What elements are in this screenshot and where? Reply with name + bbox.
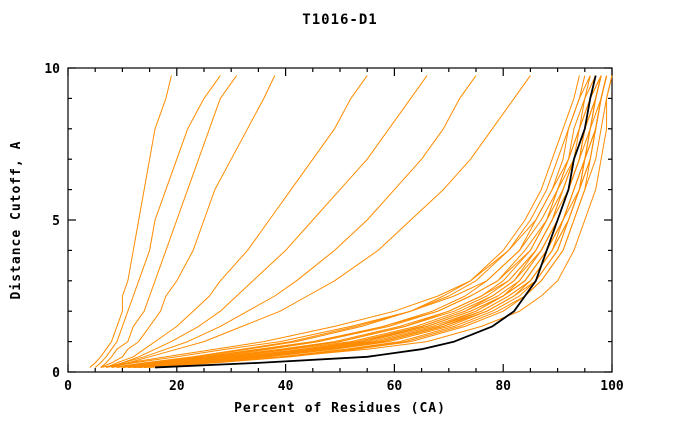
series-line-model-08 <box>111 75 531 368</box>
series-line-model-24 <box>149 75 608 368</box>
series-line-model-31 <box>133 75 613 368</box>
axis-tick-labels: 0 20 40 60 80 100 0 5 10 <box>44 62 624 394</box>
series-line-model-22 <box>138 75 608 368</box>
series-line-model-05 <box>105 75 368 368</box>
series-line-model-10 <box>122 75 586 368</box>
axis-ticks <box>67 67 613 373</box>
y-tick-label: 5 <box>52 214 60 229</box>
series-line-model-27 <box>111 75 602 368</box>
series-line-model-20 <box>122 75 602 368</box>
series-line-model-33 <box>138 75 608 368</box>
series-lines <box>89 75 613 369</box>
series-line-model-06 <box>111 75 428 368</box>
series-line-model-09 <box>116 75 580 368</box>
x-tick-label: 100 <box>600 379 624 394</box>
series-line-model-07 <box>105 75 477 368</box>
series-line-model-13 <box>111 75 591 368</box>
x-tick-label: 40 <box>278 379 294 394</box>
y-tick-label: 0 <box>52 366 60 381</box>
series-line-model-21 <box>116 75 602 368</box>
series-line-model-01 <box>89 75 172 368</box>
series-line-reference <box>155 75 597 369</box>
series-line-model-11 <box>127 75 591 368</box>
y-tick-label: 10 <box>44 62 60 77</box>
series-line-model-03 <box>100 75 238 368</box>
chart-title: T1016-D1 <box>302 12 377 28</box>
series-line-model-30 <box>100 75 602 368</box>
series-line-model-02 <box>94 75 221 368</box>
x-tick-label: 60 <box>387 379 403 394</box>
x-axis-label: Percent of Residues (CA) <box>234 401 446 416</box>
series-line-model-28 <box>144 75 613 368</box>
x-tick-label: 80 <box>495 379 511 394</box>
series-line-model-04 <box>100 75 276 368</box>
x-tick-label: 20 <box>169 379 185 394</box>
y-axis-label: Distance Cutoff, A <box>9 141 24 300</box>
series-line-model-15 <box>122 75 597 368</box>
x-tick-label: 0 <box>64 379 72 394</box>
